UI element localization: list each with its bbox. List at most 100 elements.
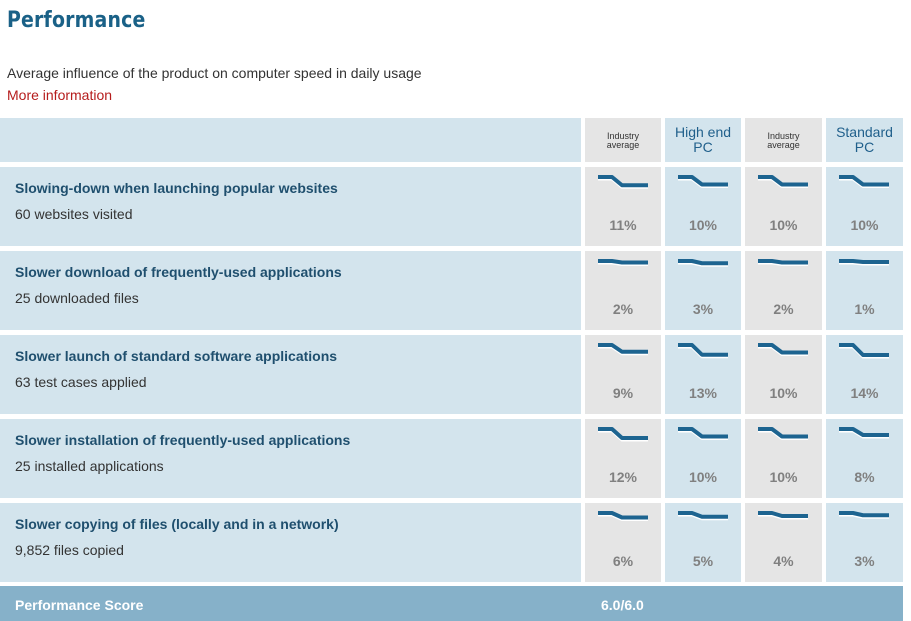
row-subtitle: 25 installed applications: [15, 458, 164, 474]
column-header-1: Industry average: [585, 118, 661, 162]
column-header-text: High end PC: [675, 125, 731, 154]
slowdown-value: 10%: [769, 217, 798, 233]
slowdown-sparkline: [678, 343, 728, 359]
table-cell: 12%: [585, 419, 661, 498]
column-header-line2: average: [767, 140, 800, 150]
page-subtitle: Average influence of the product on comp…: [7, 65, 422, 81]
slowdown-sparkline: [758, 343, 808, 356]
table-cell: 3%: [826, 503, 903, 582]
slowdown-sparkline: [839, 427, 889, 439]
more-information-link[interactable]: More information: [7, 87, 113, 103]
performance-score-label: Performance Score: [15, 597, 144, 613]
slowdown-value: 10%: [769, 469, 798, 485]
sparkline-line: [598, 427, 648, 440]
slowdown-sparkline: [758, 511, 808, 520]
table-cell: 3%: [665, 251, 741, 330]
sparkline-line: [678, 511, 728, 519]
table-cell: 10%: [665, 419, 741, 498]
slowdown-sparkline: [839, 511, 889, 519]
slowdown-value: 13%: [688, 385, 718, 401]
table-cell: 13%: [665, 335, 741, 414]
performance-score-value: 6.0/6.0: [601, 597, 644, 613]
slowdown-value: 10%: [688, 469, 718, 485]
slowdown-value: 14%: [850, 385, 879, 401]
slowdown-sparkline: [758, 259, 808, 266]
slowdown-sparkline: [598, 427, 648, 442]
slowdown-sparkline: [678, 259, 728, 267]
sparkline-line: [678, 427, 728, 439]
sparkline-line: [839, 427, 889, 437]
slowdown-value: 6%: [612, 553, 634, 569]
table-cell: 4%: [745, 503, 822, 582]
slowdown-value: 8%: [854, 469, 875, 485]
row-title: Slower copying of files (locally and in …: [15, 516, 339, 532]
sparkline-line: [678, 175, 728, 187]
table-row-label: Slower copying of files (locally and in …: [0, 503, 581, 582]
row-subtitle: 9,852 files copied: [15, 542, 124, 558]
slowdown-value: 1%: [854, 301, 875, 317]
column-header-line2: average: [606, 140, 640, 150]
table-cell: 10%: [745, 419, 822, 498]
slowdown-sparkline: [678, 175, 728, 188]
table-cell: 14%: [826, 335, 903, 414]
slowdown-value: 3%: [692, 301, 714, 317]
slowdown-value: 10%: [688, 217, 718, 233]
row-subtitle: 25 downloaded files: [15, 290, 139, 306]
table-cell: 2%: [585, 251, 661, 330]
row-title: Slower launch of standard software appli…: [15, 348, 338, 364]
column-header-2: High end PC: [665, 118, 741, 162]
slowdown-sparkline: [598, 259, 648, 266]
slowdown-sparkline: [678, 427, 728, 440]
slowdown-value: 3%: [854, 553, 875, 569]
table-header-label: [0, 118, 581, 162]
column-header-text: Standard PC: [836, 125, 893, 154]
slowdown-sparkline: [598, 511, 648, 521]
row-title: Slower installation of frequently-used a…: [15, 432, 351, 448]
sparkline-line: [839, 343, 889, 357]
column-header-line1: Standard: [836, 124, 893, 141]
table-row-label: Slower launch of standard software appli…: [0, 335, 581, 414]
table-cell: 10%: [826, 167, 903, 246]
sparkline-line: [839, 511, 889, 518]
table-cell: 10%: [665, 167, 741, 246]
sparkline-line: [758, 175, 808, 187]
sparkline-line: [758, 427, 808, 439]
slowdown-sparkline: [758, 427, 808, 440]
slowdown-value: 2%: [773, 301, 794, 317]
column-header-text: Industry average: [606, 131, 640, 151]
sparkline-line: [839, 175, 889, 187]
table-cell: 1%: [826, 251, 903, 330]
slowdown-value: 10%: [769, 385, 798, 401]
column-header-line1: Industry: [767, 130, 800, 141]
table-cell: 10%: [745, 167, 822, 246]
performance-score-bar: Performance Score 6.0/6.0: [0, 586, 903, 621]
table-cell: 11%: [585, 167, 661, 246]
slowdown-value: 9%: [612, 385, 634, 401]
sparkline-line: [678, 343, 728, 357]
row-title: Slowing-down when launching popular webs…: [15, 180, 338, 196]
slowdown-sparkline: [839, 343, 889, 359]
slowdown-sparkline: [598, 343, 648, 356]
sparkline-line: [598, 511, 648, 520]
sparkline-line: [758, 259, 808, 265]
slowdown-value: 12%: [608, 469, 638, 485]
column-header-line2: PC: [693, 139, 713, 155]
slowdown-value: 4%: [773, 553, 794, 569]
table-row-label: Slowing-down when launching popular webs…: [0, 167, 581, 246]
table-row-label: Slower download of frequently-used appli…: [0, 251, 581, 330]
slowdown-sparkline: [678, 511, 728, 521]
page-title: Performance: [7, 8, 146, 33]
slowdown-value: 2%: [612, 301, 634, 317]
sparkline-line: [598, 175, 648, 188]
table-row-label: Slower installation of frequently-used a…: [0, 419, 581, 498]
row-subtitle: 63 test cases applied: [15, 374, 147, 390]
slowdown-sparkline: [758, 175, 808, 188]
slowdown-value: 11%: [609, 217, 637, 233]
slowdown-value: 5%: [692, 553, 714, 569]
slowdown-sparkline: [598, 175, 648, 189]
column-header-text: Industry average: [767, 130, 800, 151]
sparkline-line: [839, 259, 889, 264]
sparkline-line: [598, 343, 648, 354]
sparkline-line: [598, 259, 648, 265]
sparkline-line: [678, 259, 728, 266]
